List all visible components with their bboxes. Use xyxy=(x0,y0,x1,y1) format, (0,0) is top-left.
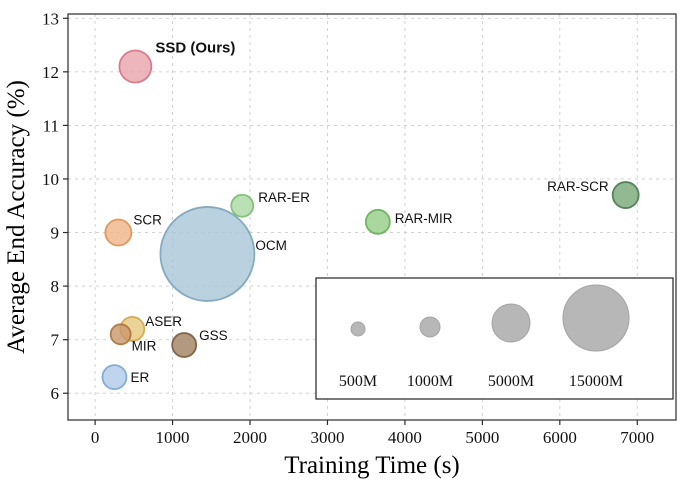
point-label-rar-mir: RAR-MIR xyxy=(395,211,453,226)
point-label-scr: SCR xyxy=(133,213,162,228)
size-legend-label: 15000M xyxy=(569,373,623,390)
y-tick-label: 11 xyxy=(43,116,59,135)
bubble-rar-er xyxy=(230,193,255,218)
x-tick-label: 6000 xyxy=(543,428,577,447)
plot-frame xyxy=(67,13,677,421)
y-tick-label: 8 xyxy=(51,277,60,296)
size-legend-label: 5000M xyxy=(488,373,534,390)
bubble-er xyxy=(101,364,128,391)
point-label-rar-er: RAR-ER xyxy=(258,190,310,205)
bubble-rar-scr xyxy=(611,181,640,209)
y-tick-label: 9 xyxy=(51,224,60,243)
x-tick-label: 5000 xyxy=(465,428,499,447)
x-axis-title: Training Time (s) xyxy=(284,452,460,479)
x-tick-label: 4000 xyxy=(388,428,422,447)
size-legend-label: 1000M xyxy=(407,373,453,390)
size-legend-label: 500M xyxy=(339,373,377,390)
y-tick-label: 10 xyxy=(42,170,59,189)
bubble-mir xyxy=(109,323,132,346)
x-tick-label: 2000 xyxy=(233,428,267,447)
point-label-aser: ASER xyxy=(145,314,182,329)
bubble-ocm xyxy=(159,206,256,302)
bubble-rar-mir xyxy=(364,208,391,235)
y-axis-title: Average End Accuracy (%) xyxy=(3,80,30,354)
point-label-ssd-ours: SSD (Ours) xyxy=(155,39,235,56)
x-tick-label: 7000 xyxy=(620,428,654,447)
y-tick-label: 13 xyxy=(42,9,59,28)
point-label-rar-scr: RAR-SCR xyxy=(547,179,609,194)
bubble-scr xyxy=(104,218,133,247)
point-label-er: ER xyxy=(130,370,149,385)
size-legend-circle xyxy=(562,284,630,352)
size-legend-circle xyxy=(419,316,441,338)
point-label-gss: GSS xyxy=(199,328,228,343)
y-tick-label: 7 xyxy=(51,331,60,350)
x-tick-label: 0 xyxy=(91,428,100,447)
size-legend-circle xyxy=(350,321,366,337)
bubble-gss xyxy=(171,332,198,358)
y-tick-label: 6 xyxy=(51,384,60,403)
point-label-mir: MIR xyxy=(132,338,157,353)
bubble-ssd-ours xyxy=(118,49,153,84)
x-tick-label: 1000 xyxy=(156,428,190,447)
point-label-ocm: OCM xyxy=(255,238,286,253)
y-tick-label: 12 xyxy=(42,63,59,82)
x-tick-label: 3000 xyxy=(310,428,344,447)
size-legend-circle xyxy=(491,303,531,343)
